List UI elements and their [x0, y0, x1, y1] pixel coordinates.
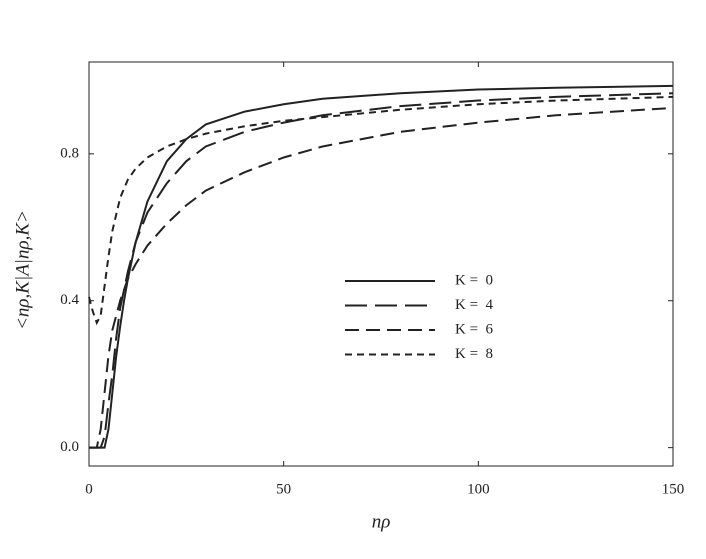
plot-frame: [88, 61, 674, 467]
y-tick-label: 0.4: [60, 292, 79, 308]
legend-label: K = 0: [455, 272, 493, 288]
series-line: [89, 92, 674, 449]
legend-label: K = 8: [455, 346, 493, 362]
x-axis-label: nρ: [372, 511, 391, 532]
x-tick-label: 150: [662, 481, 685, 497]
legend-label: K = 4: [455, 297, 494, 313]
y-tick-label: 0.8: [60, 145, 79, 161]
x-tick-label: 0: [85, 481, 93, 497]
y-tick-label: 0.0: [60, 439, 79, 455]
series-line: [89, 106, 674, 449]
legend-label: K = 6: [455, 321, 494, 337]
x-tick-label: 100: [467, 481, 490, 497]
series-line: [88, 95, 674, 326]
y-axis-label: <nρ,K|A|nρ,K>: [12, 210, 33, 330]
x-tick-label: 50: [276, 481, 291, 497]
series-line: [89, 84, 674, 449]
